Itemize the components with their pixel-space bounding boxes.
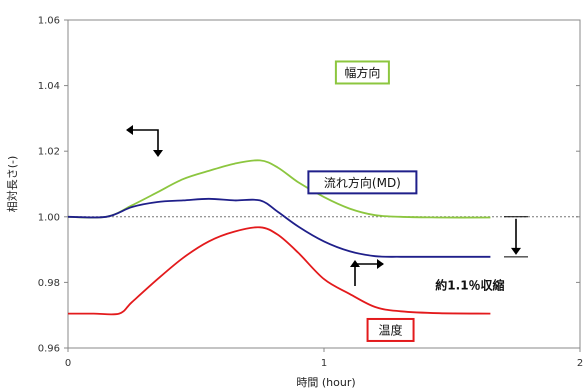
x-tick-label: 0 (65, 358, 71, 369)
y-tick-label: 1.00 (38, 212, 60, 223)
arrow-head (511, 247, 521, 255)
series-line-0 (67, 159, 491, 219)
y-tick-label: 1.02 (38, 147, 60, 158)
arrow-head (377, 259, 384, 269)
y-axis-label: 相対長さ(-) (5, 156, 19, 213)
arrow-head (350, 260, 360, 267)
right-axis-arrow-icon (350, 259, 384, 286)
y-tick-label: 0.96 (38, 344, 60, 355)
legend-label: 流れ方向(MD) (324, 175, 401, 190)
legend-label: 温度 (379, 322, 403, 337)
arrow-head (126, 125, 133, 135)
left-axis-arrow-icon (126, 125, 163, 157)
x-axis-label: 時間 (hour) (296, 376, 355, 389)
legend-box (307, 170, 418, 195)
y-tick-label: 1.04 (38, 81, 60, 92)
annotation-arrows (126, 125, 528, 286)
series-line-1 (67, 197, 491, 258)
x-tick-label: 1 (321, 358, 327, 369)
axis-ticks: 0.96 0.98 1.00 1.02 1.04 1.06 0 1 2 (38, 16, 583, 370)
legend-item-2: 温度 (366, 317, 415, 342)
legend-label: 幅方向 (344, 65, 380, 80)
shrinkage-annotation: 約1.1％収縮 (435, 278, 504, 293)
series-line-2 (68, 226, 491, 316)
legend-item-0: 幅方向 (334, 60, 390, 85)
shrinkage-arrow-icon (504, 216, 528, 258)
arrow-head (153, 150, 163, 157)
legend-box (366, 317, 415, 342)
y-tick-label: 1.06 (38, 16, 60, 27)
legend-box (334, 60, 390, 85)
series-layer (67, 159, 491, 316)
x-tick-label: 2 (577, 358, 583, 369)
y-tick-label: 0.98 (38, 278, 60, 289)
arrow-shaft (127, 129, 159, 152)
legend-item-1: 流れ方向(MD) (307, 170, 418, 195)
